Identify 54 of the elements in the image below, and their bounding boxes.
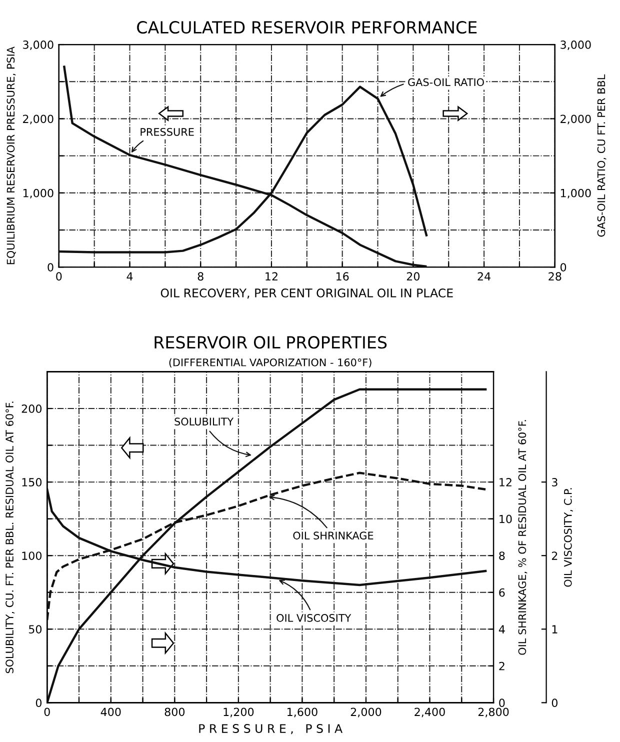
x-tick-label: 0 — [56, 272, 62, 281]
x-tick-label: 4 — [126, 272, 133, 280]
y-axis-title: EQUILIBRIUM RESERVOIR PRESSURE, PSIA — [6, 46, 16, 264]
y-tick-label: 0 — [36, 698, 42, 708]
x-tick-label: 12 — [266, 272, 278, 280]
y3-tick-label: 1 — [552, 625, 558, 634]
y2-tick-label: 8 — [499, 552, 505, 560]
annotation: OIL SHRINKAGE — [293, 532, 374, 540]
x-tick-label: 400 — [100, 708, 121, 716]
x-tick-label: 24 — [478, 272, 490, 280]
y-tick-label: 0 — [48, 263, 54, 272]
annotation: SOLUBILITY — [174, 418, 234, 426]
chart-title: CALCULATED RESERVOIR PERFORMANCE — [137, 21, 477, 34]
y2-axis-title: OIL SHRINKAGE, % OF RESIDUAL OIL AT 60°F. — [518, 420, 528, 655]
annotation: PRESSURE — [140, 128, 194, 136]
y-tick-label: 2,000 — [23, 114, 54, 124]
y-axis-title: SOLUBILITY, CU. FT. PER BBL. RESIDUAL OIL AT 60°F. — [6, 402, 15, 674]
chart-title: RESERVOIR OIL PROPERTIES — [154, 336, 387, 349]
y2-tick-label: 0 — [560, 263, 566, 272]
y3-tick-label: 3 — [552, 478, 558, 486]
y-tick-label: 150 — [22, 478, 42, 486]
y2-tick-label: 4 — [498, 625, 505, 634]
x-tick-label: 20 — [406, 272, 420, 281]
y-tick-label: 200 — [22, 404, 42, 413]
y-tick-label: 3,000 — [23, 40, 54, 50]
x-tick-label: 2,400 — [414, 708, 445, 718]
y2-tick-label: 3,000 — [560, 40, 591, 50]
y2-tick-label: 10 — [500, 514, 512, 524]
y2-tick-label: 12 — [500, 478, 512, 486]
annotation: GAS-OIL RATIO — [408, 78, 484, 86]
y3-tick-label: 0 — [552, 698, 558, 708]
y2-axis-title: GAS-OIL RATIO, CU FT. PER BBL — [597, 74, 606, 237]
x-axis-title: P R E S S U R E , P S I A — [199, 724, 342, 734]
y2-tick-label: 2 — [499, 662, 504, 670]
y2-tick-label: 6 — [499, 588, 505, 597]
y3-tick-label: 2 — [552, 552, 558, 560]
x-tick-label: 800 — [164, 708, 185, 716]
y-tick-label: 100 — [22, 552, 42, 560]
y-tick-label: 1,000 — [23, 188, 54, 198]
y2-tick-label: 2,000 — [560, 114, 591, 124]
x-tick-label: 1,600 — [288, 708, 318, 718]
x-tick-label: 28 — [548, 272, 562, 281]
annotation: OIL VISCOSITY — [276, 614, 352, 622]
x-tick-label: 2,000 — [350, 708, 382, 718]
x-tick-label: 8 — [198, 272, 204, 281]
x-tick-label: 2,800 — [478, 708, 509, 718]
x-axis-title: OIL RECOVERY, PER CENT ORIGINAL OIL IN PLACE — [160, 288, 453, 299]
x-tick-label: 1,200 — [224, 708, 254, 718]
y2-tick-label: 0 — [499, 698, 505, 708]
y-tick-label: 50 — [28, 625, 42, 634]
chart-subtitle: (DIFFERENTIAL VAPORIZATION - 160°F) — [169, 358, 372, 368]
y3-axis-title: OIL VISCOSITY, C.P. — [564, 488, 573, 587]
x-tick-label: 16 — [336, 272, 349, 281]
y2-tick-label: 1,000 — [560, 188, 591, 198]
